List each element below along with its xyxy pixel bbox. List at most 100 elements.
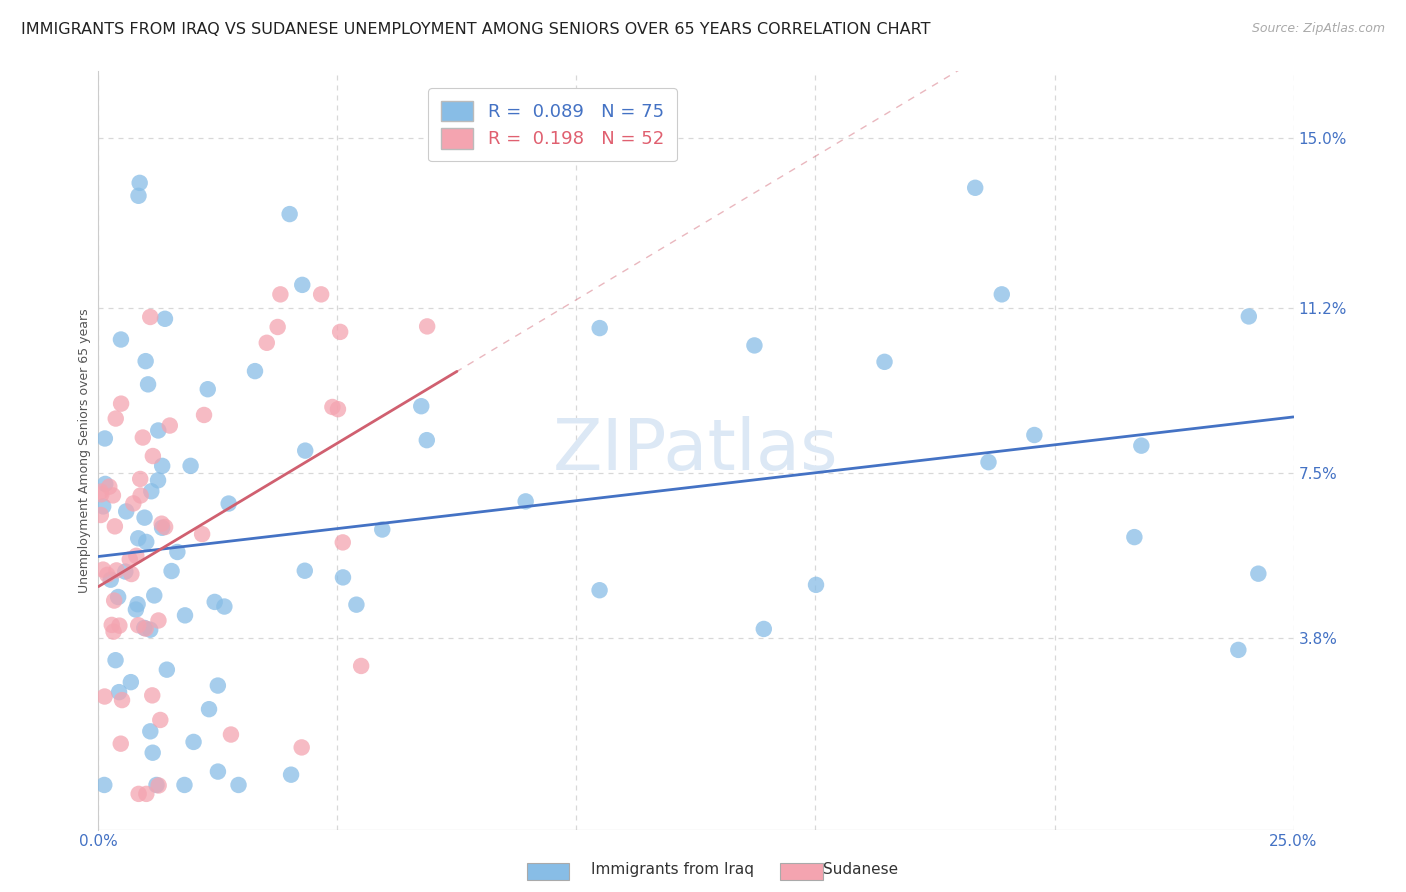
- Point: [127, 531, 149, 545]
- Point: [114, 565, 136, 579]
- Point: [90, 484, 112, 499]
- Point: [309, 287, 332, 301]
- Point: [141, 484, 163, 499]
- Point: [108, 618, 131, 632]
- Legend: R =  0.089   N = 75, R =  0.198   N = 52: R = 0.089 N = 75, R = 0.198 N = 52: [429, 88, 676, 161]
- Point: [180, 458, 202, 473]
- Point: [191, 527, 214, 541]
- Point: [160, 564, 183, 578]
- Point: [104, 653, 127, 667]
- Point: [148, 614, 170, 628]
- Point: [991, 287, 1014, 301]
- Point: [294, 564, 316, 578]
- Point: [873, 355, 896, 369]
- Text: Sudanese: Sudanese: [823, 863, 897, 877]
- Point: [139, 310, 162, 324]
- Point: [139, 724, 162, 739]
- Point: [98, 480, 121, 494]
- Point: [145, 778, 167, 792]
- Point: [148, 424, 170, 438]
- Point: [291, 740, 314, 755]
- Point: [153, 520, 176, 534]
- Point: [135, 787, 157, 801]
- Point: [256, 335, 278, 350]
- Point: [198, 702, 221, 716]
- Point: [128, 176, 150, 190]
- Point: [110, 333, 132, 347]
- Point: [110, 397, 132, 411]
- Point: [135, 622, 157, 636]
- Point: [218, 497, 240, 511]
- Point: [146, 473, 169, 487]
- Point: [150, 521, 173, 535]
- Point: [134, 510, 156, 524]
- Point: [150, 516, 173, 531]
- Point: [125, 602, 148, 616]
- Point: [103, 624, 125, 639]
- Point: [197, 382, 219, 396]
- Point: [588, 583, 610, 598]
- Point: [153, 311, 176, 326]
- Point: [294, 443, 316, 458]
- Point: [141, 689, 163, 703]
- Point: [122, 496, 145, 510]
- Point: [207, 679, 229, 693]
- Point: [134, 621, 156, 635]
- Point: [128, 189, 150, 203]
- Point: [143, 589, 166, 603]
- Point: [111, 693, 134, 707]
- Point: [142, 746, 165, 760]
- Point: [280, 767, 302, 781]
- Point: [118, 552, 141, 566]
- Point: [128, 787, 150, 801]
- Point: [344, 598, 367, 612]
- Point: [174, 608, 197, 623]
- Point: [148, 779, 170, 793]
- Point: [1024, 428, 1046, 442]
- Point: [104, 411, 127, 425]
- Point: [219, 727, 242, 741]
- Point: [977, 455, 1000, 469]
- Text: Source: ZipAtlas.com: Source: ZipAtlas.com: [1251, 22, 1385, 36]
- Point: [329, 325, 352, 339]
- Point: [90, 508, 112, 522]
- Point: [100, 618, 122, 632]
- Point: [804, 578, 827, 592]
- Text: ZIPatlas: ZIPatlas: [553, 416, 839, 485]
- Point: [129, 472, 152, 486]
- Point: [115, 504, 138, 518]
- Point: [94, 432, 117, 446]
- Point: [266, 320, 288, 334]
- Point: [91, 563, 114, 577]
- Point: [107, 590, 129, 604]
- Point: [93, 690, 115, 704]
- Point: [139, 623, 162, 637]
- Point: [291, 277, 314, 292]
- Point: [350, 659, 373, 673]
- Point: [416, 319, 439, 334]
- Point: [101, 488, 124, 502]
- Point: [150, 458, 173, 473]
- Point: [269, 287, 291, 301]
- Point: [332, 570, 354, 584]
- Point: [132, 430, 155, 444]
- Point: [136, 377, 159, 392]
- Point: [166, 545, 188, 559]
- Point: [94, 477, 117, 491]
- Point: [326, 402, 349, 417]
- Point: [193, 408, 215, 422]
- Text: IMMIGRANTS FROM IRAQ VS SUDANESE UNEMPLOYMENT AMONG SENIORS OVER 65 YEARS CORREL: IMMIGRANTS FROM IRAQ VS SUDANESE UNEMPLO…: [21, 22, 931, 37]
- Point: [173, 778, 195, 792]
- Point: [744, 338, 766, 352]
- Point: [135, 535, 157, 549]
- Point: [228, 778, 250, 792]
- Point: [127, 597, 149, 611]
- Point: [332, 535, 354, 549]
- Point: [1130, 439, 1153, 453]
- Point: [103, 593, 125, 607]
- Point: [127, 618, 149, 632]
- Point: [515, 494, 537, 508]
- Point: [120, 567, 142, 582]
- Point: [214, 599, 236, 614]
- Point: [965, 181, 987, 195]
